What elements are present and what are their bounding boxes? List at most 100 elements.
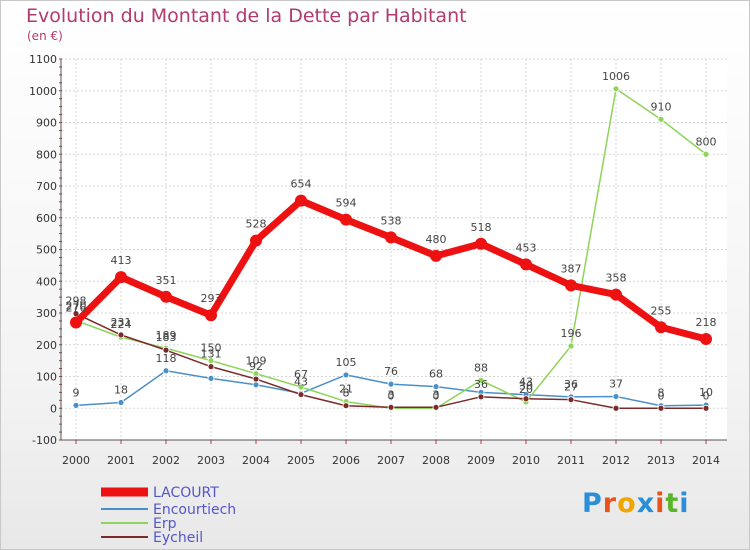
x-tick-label: 2004 <box>242 454 270 467</box>
data-point <box>432 403 440 411</box>
x-tick-label: 2011 <box>557 454 585 467</box>
data-label: 255 <box>651 304 672 317</box>
y-tick-label: 1000 <box>29 85 57 98</box>
data-label: 76 <box>384 365 398 378</box>
data-point <box>252 381 260 389</box>
logo-letter: i <box>655 488 666 519</box>
logo-letter: t <box>665 488 680 519</box>
data-label: 0 <box>433 389 440 402</box>
data-label: 276 <box>66 302 87 315</box>
x-tick-label: 2005 <box>287 454 315 467</box>
data-point <box>72 401 80 409</box>
y-tick-label: 0 <box>50 402 57 415</box>
data-label: 351 <box>156 274 177 287</box>
data-label: 67 <box>294 368 308 381</box>
data-label: 218 <box>696 316 717 329</box>
data-label: 528 <box>246 218 267 231</box>
data-label: 183 <box>156 331 177 344</box>
data-point <box>162 346 170 354</box>
data-point <box>700 333 712 346</box>
data-point <box>207 363 215 371</box>
y-tick-label: 800 <box>36 148 57 161</box>
data-label: 68 <box>429 368 443 381</box>
y-tick-label: 600 <box>36 212 57 225</box>
data-point <box>477 393 485 401</box>
data-point <box>340 213 352 226</box>
data-label: 109 <box>246 355 267 368</box>
data-point <box>702 404 710 412</box>
data-label: 387 <box>561 262 582 275</box>
data-label: 3 <box>388 388 395 401</box>
data-label: 131 <box>201 348 222 361</box>
data-point <box>252 375 260 383</box>
x-tick-label: 2009 <box>467 454 495 467</box>
data-label: 27 <box>564 381 578 394</box>
x-tick-label: 2008 <box>422 454 450 467</box>
data-label: 654 <box>291 178 312 191</box>
legend-label: Eycheil <box>153 530 203 546</box>
data-point <box>297 383 305 391</box>
data-label: 150 <box>201 342 222 355</box>
data-point <box>297 391 305 398</box>
data-label: 21 <box>339 383 353 396</box>
x-tick-label: 2006 <box>332 454 360 467</box>
data-point <box>567 396 575 404</box>
data-point <box>117 331 125 339</box>
legend-label: Encourtiech <box>153 502 236 518</box>
data-label: 18 <box>114 384 128 397</box>
data-label: 36 <box>564 378 578 391</box>
data-label: 37 <box>609 378 623 391</box>
legend-label: Erp <box>153 516 177 532</box>
data-point <box>612 404 620 412</box>
data-point <box>522 395 530 403</box>
data-label: 0 <box>388 389 395 402</box>
data-point <box>475 237 487 250</box>
data-label: 293 <box>201 292 222 305</box>
data-label: 1006 <box>602 70 630 83</box>
data-label: 3 <box>433 388 440 401</box>
data-label: 9 <box>73 386 80 399</box>
data-label: 413 <box>111 254 132 267</box>
data-label: 43 <box>519 376 533 389</box>
x-tick-label: 2007 <box>377 454 405 467</box>
data-point <box>657 115 665 123</box>
data-label: 453 <box>516 241 537 254</box>
data-point <box>520 258 532 271</box>
logo-letter: r <box>602 488 618 519</box>
data-label: 36 <box>474 378 488 391</box>
data-point <box>295 194 307 207</box>
data-point <box>207 375 215 382</box>
data-label: 910 <box>651 100 672 113</box>
data-point <box>250 234 262 247</box>
x-tick-label: 2001 <box>107 454 135 467</box>
y-tick-label: -100 <box>32 434 57 447</box>
chart-subtitle: (en €) <box>27 29 63 43</box>
x-tick-label: 2002 <box>152 454 180 467</box>
logo-letter: o <box>617 488 637 519</box>
logo-letter: P <box>582 488 603 519</box>
data-point <box>567 342 575 350</box>
data-point <box>612 393 620 400</box>
data-point <box>610 288 622 301</box>
logo-letter: i <box>679 488 690 519</box>
data-label: 358 <box>606 272 627 285</box>
y-tick-label: 700 <box>36 180 57 193</box>
x-tick-label: 2012 <box>602 454 630 467</box>
data-label: 8 <box>658 387 665 400</box>
data-label: 298 <box>66 295 87 308</box>
data-label: 224 <box>111 318 132 331</box>
y-tick-label: 300 <box>36 307 57 320</box>
data-label: 10 <box>699 386 713 399</box>
data-point <box>387 403 395 411</box>
logo-letter: x <box>636 488 656 519</box>
data-point <box>432 383 440 391</box>
data-point <box>702 150 710 158</box>
data-point <box>565 279 577 292</box>
data-point <box>70 316 82 329</box>
data-point <box>342 402 350 410</box>
data-label: 800 <box>696 135 717 148</box>
data-label: 105 <box>336 356 357 369</box>
data-label: 92 <box>249 360 263 373</box>
data-label: 118 <box>156 352 177 365</box>
data-label: 480 <box>426 233 447 246</box>
